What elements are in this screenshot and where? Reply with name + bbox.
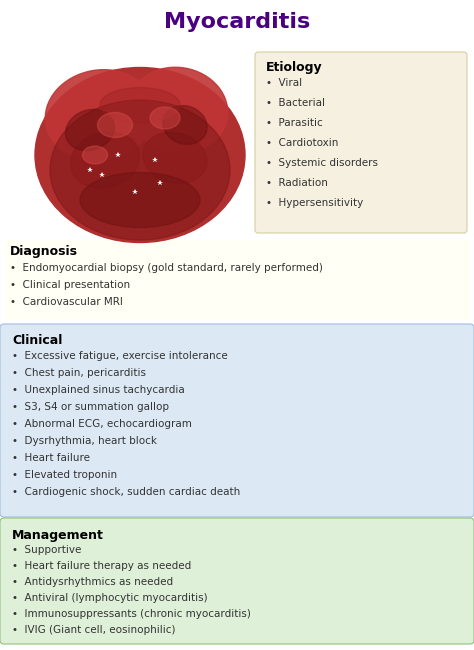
Text: •  Cardiotoxin: • Cardiotoxin (266, 138, 338, 148)
Text: Diagnosis: Diagnosis (10, 246, 78, 259)
Text: •  Bacterial: • Bacterial (266, 98, 325, 108)
Text: •  Radiation: • Radiation (266, 178, 328, 188)
Text: •  Endomyocardial biopsy (gold standard, rarely performed): • Endomyocardial biopsy (gold standard, … (10, 263, 323, 273)
Text: •  Heart failure therapy as needed: • Heart failure therapy as needed (12, 561, 191, 571)
Ellipse shape (98, 112, 133, 138)
Text: •  Chest pain, pericarditis: • Chest pain, pericarditis (12, 368, 146, 378)
Ellipse shape (163, 105, 207, 144)
Ellipse shape (71, 132, 139, 188)
Ellipse shape (100, 88, 180, 122)
Text: •  Viral: • Viral (266, 78, 302, 88)
Text: •  IVIG (Giant cell, eosinophilic): • IVIG (Giant cell, eosinophilic) (12, 625, 175, 635)
Text: •  Systemic disorders: • Systemic disorders (266, 158, 378, 168)
Text: •  Clinical presentation: • Clinical presentation (10, 280, 130, 290)
Text: •  Antiviral (lymphocytic myocarditis): • Antiviral (lymphocytic myocarditis) (12, 593, 208, 603)
Ellipse shape (143, 133, 207, 183)
Text: •  Excessive fatigue, exercise intolerance: • Excessive fatigue, exercise intoleranc… (12, 351, 228, 361)
Text: •  Dysrhythmia, heart block: • Dysrhythmia, heart block (12, 436, 157, 446)
Text: Myocarditis: Myocarditis (164, 12, 310, 32)
Ellipse shape (82, 146, 108, 164)
FancyBboxPatch shape (0, 518, 474, 644)
Text: •  Cardiogenic shock, sudden cardiac death: • Cardiogenic shock, sudden cardiac deat… (12, 487, 240, 497)
Ellipse shape (65, 109, 114, 151)
Text: •  Heart failure: • Heart failure (12, 453, 90, 463)
Text: •  Supportive: • Supportive (12, 545, 82, 555)
Ellipse shape (150, 107, 180, 129)
Text: •  Abnormal ECG, echocardiogram: • Abnormal ECG, echocardiogram (12, 419, 192, 429)
Text: •  Cardiovascular MRI: • Cardiovascular MRI (10, 297, 123, 307)
Text: •  Immunosuppressants (chronic myocarditis): • Immunosuppressants (chronic myocarditi… (12, 609, 251, 619)
Ellipse shape (46, 70, 155, 161)
Text: •  S3, S4 or summation gallop: • S3, S4 or summation gallop (12, 402, 169, 412)
Ellipse shape (128, 67, 228, 153)
FancyBboxPatch shape (0, 324, 474, 517)
Text: •  Parasitic: • Parasitic (266, 118, 323, 128)
Text: •  Elevated troponin: • Elevated troponin (12, 470, 117, 480)
Ellipse shape (80, 172, 200, 227)
FancyBboxPatch shape (4, 240, 470, 320)
Text: •  Unexplained sinus tachycardia: • Unexplained sinus tachycardia (12, 385, 185, 395)
Ellipse shape (35, 68, 245, 242)
Ellipse shape (50, 100, 230, 240)
Text: •  Hypersensitivity: • Hypersensitivity (266, 198, 363, 208)
Text: •  Antidysrhythmics as needed: • Antidysrhythmics as needed (12, 577, 173, 587)
FancyBboxPatch shape (255, 52, 467, 233)
Text: Clinical: Clinical (12, 335, 63, 348)
Text: Etiology: Etiology (266, 60, 323, 73)
Text: Management: Management (12, 528, 104, 541)
